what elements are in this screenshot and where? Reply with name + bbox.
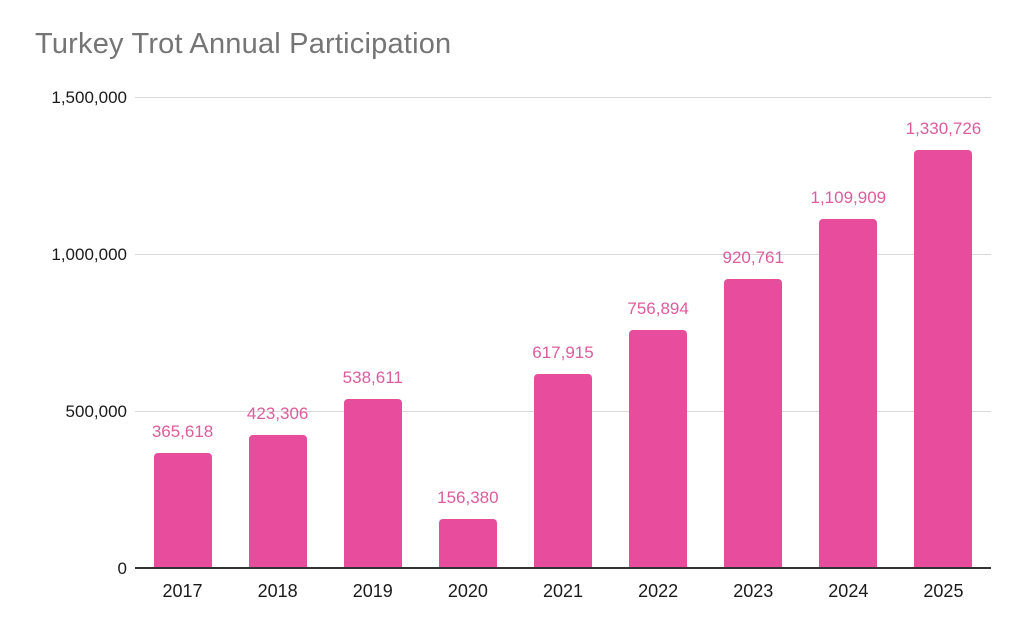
bar-2020: [438, 518, 497, 568]
x-axis-line: [135, 567, 991, 569]
x-tick-label: 2017: [162, 581, 203, 601]
bar-value-label: 756,894: [627, 299, 689, 319]
chart-title: Turkey Trot Annual Participation: [35, 28, 452, 60]
x-tick-label: 2018: [257, 581, 298, 601]
x-tick-label: 2023: [733, 581, 774, 601]
x-tick-label: 2025: [923, 581, 964, 601]
y-tick-label: 0: [117, 558, 127, 578]
x-tick-label: 2019: [352, 581, 393, 601]
x-tick-label: 2022: [638, 581, 679, 601]
bar-value-label: 920,761: [722, 247, 784, 267]
bar-2023: [724, 278, 783, 568]
gridline: [135, 253, 991, 255]
bar-value-label: 156,380: [437, 487, 499, 507]
y-tick-label: 1,000,000: [51, 244, 127, 264]
bar-value-label: 365,618: [151, 422, 214, 442]
y-tick-label: 1,500,000: [51, 87, 127, 107]
bar-value-label: 1,330,726: [905, 119, 982, 139]
bar-value-label: 1,109,909: [810, 188, 887, 208]
bar-2019: [343, 398, 402, 568]
x-tick-label: 2020: [447, 581, 488, 601]
x-tick-label: 2024: [828, 581, 869, 601]
gridline: [135, 96, 991, 98]
bar-2024: [819, 219, 878, 568]
y-tick-label: 500,000: [65, 401, 127, 421]
bar-2021: [534, 373, 592, 568]
bar-2017: [153, 453, 212, 568]
bar-value-label: 538,611: [342, 367, 403, 387]
bar-2022: [629, 330, 688, 568]
x-tick-label: 2021: [542, 581, 584, 601]
bar-2018: [248, 435, 307, 568]
bar-value-label: 617,915: [532, 342, 594, 362]
bar-value-label: 423,306: [246, 404, 309, 424]
bar-2025: [914, 150, 973, 568]
